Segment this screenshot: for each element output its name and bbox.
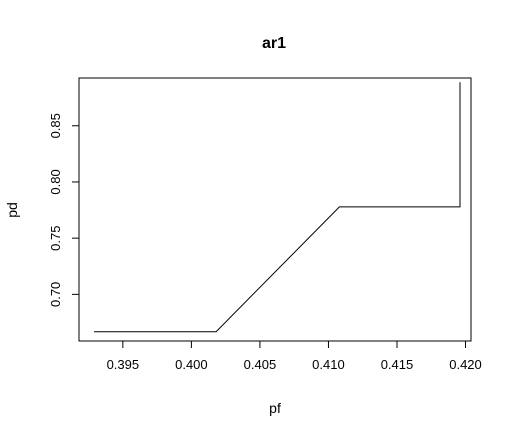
x-tick-label: 0.415 bbox=[381, 357, 414, 372]
x-tick-label: 0.400 bbox=[175, 357, 208, 372]
x-tick-label: 0.410 bbox=[312, 357, 345, 372]
y-tick-label: 0.85 bbox=[48, 113, 63, 138]
chart-title: ar1 bbox=[262, 35, 286, 52]
y-tick-label: 0.70 bbox=[48, 282, 63, 307]
x-axis: 0.395 0.400 0.405 0.410 0.415 0.420 bbox=[107, 340, 482, 372]
plot-frame bbox=[78, 77, 472, 342]
series-layer bbox=[94, 82, 461, 333]
y-axis: 0.70 0.75 0.80 0.85 bbox=[48, 113, 80, 307]
series-line bbox=[94, 82, 461, 333]
y-axis-label: pd bbox=[4, 202, 20, 218]
x-tick-label: 0.405 bbox=[244, 357, 277, 372]
x-tick-label: 0.395 bbox=[107, 357, 140, 372]
x-axis-label: pf bbox=[269, 400, 281, 416]
y-tick-label: 0.80 bbox=[48, 169, 63, 194]
x-tick-label: 0.420 bbox=[449, 357, 482, 372]
y-tick-label: 0.75 bbox=[48, 226, 63, 251]
